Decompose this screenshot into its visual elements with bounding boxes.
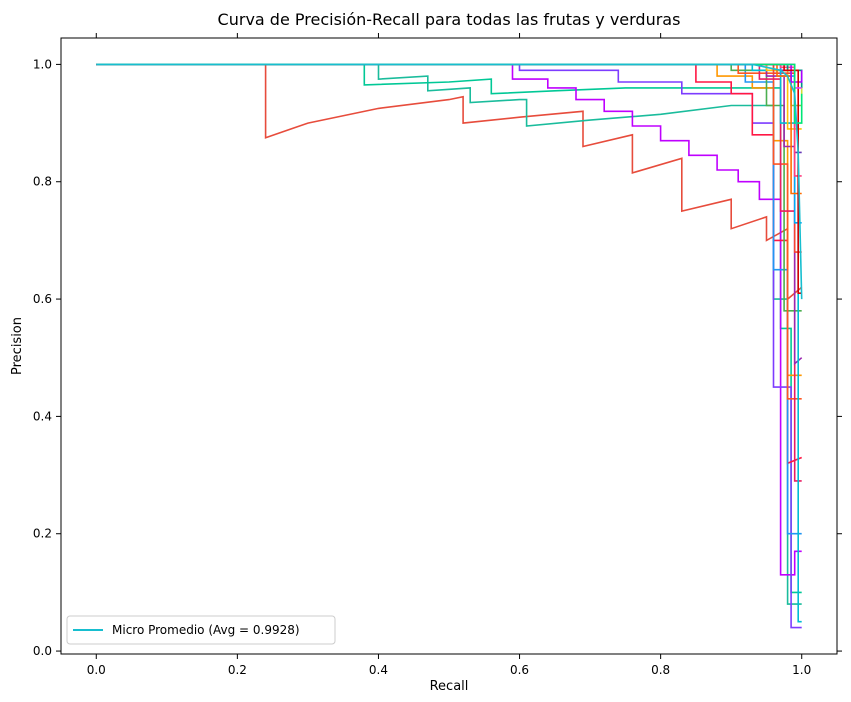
- series-line-24: [96, 63, 802, 295]
- y-tick-label: 1.0: [33, 57, 52, 71]
- series-line-6: [96, 63, 803, 465]
- series-line-micro-average: [96, 63, 803, 300]
- series-line-2: [96, 63, 802, 605]
- series-line-13: [96, 63, 802, 623]
- y-tick-label: 0.6: [33, 292, 52, 306]
- y-tick-label: 0.0: [33, 644, 52, 658]
- y-tick-label: 0.2: [33, 527, 52, 541]
- x-tick-label: 0.0: [87, 663, 106, 677]
- x-tick-label: 0.4: [369, 663, 388, 677]
- series-line-22: [96, 63, 802, 195]
- series-line-3: [96, 63, 802, 594]
- y-tick-label: 0.4: [33, 409, 52, 423]
- x-tick-label: 0.2: [228, 663, 247, 677]
- chart-title: Curva de Precisión-Recall para todas las…: [218, 10, 681, 29]
- series-line-11: [96, 63, 802, 482]
- legend-box: [66, 615, 336, 645]
- x-tick-label: 0.8: [651, 663, 670, 677]
- x-tick-label: 1.0: [792, 663, 811, 677]
- x-tick-label: 0.6: [510, 663, 529, 677]
- legend: Micro Promedio (Avg = 0.9928): [66, 615, 336, 645]
- legend-entry-label: Micro Promedio (Avg = 0.9928): [112, 623, 300, 637]
- series-line-4: [96, 63, 802, 576]
- ticks: 0.0 0.2 0.4 0.6 0.8 1.0 0.0 0.2 0.4 0.6 0.8 1.0: [33, 33, 842, 677]
- series-line-7: [96, 63, 802, 377]
- series-line-10: [96, 63, 802, 400]
- series-line-1: [96, 63, 803, 301]
- axes-frame: [60, 37, 838, 655]
- y-tick-label: 0.8: [33, 175, 52, 189]
- series-line-9: [96, 63, 802, 312]
- x-axis-label: Recall: [430, 679, 469, 694]
- plot-lines: [96, 63, 803, 629]
- y-axis-label: Precision: [10, 317, 25, 375]
- series-line-5: [96, 63, 802, 629]
- series-line-17: [96, 63, 802, 253]
- series-line-8: [96, 63, 802, 535]
